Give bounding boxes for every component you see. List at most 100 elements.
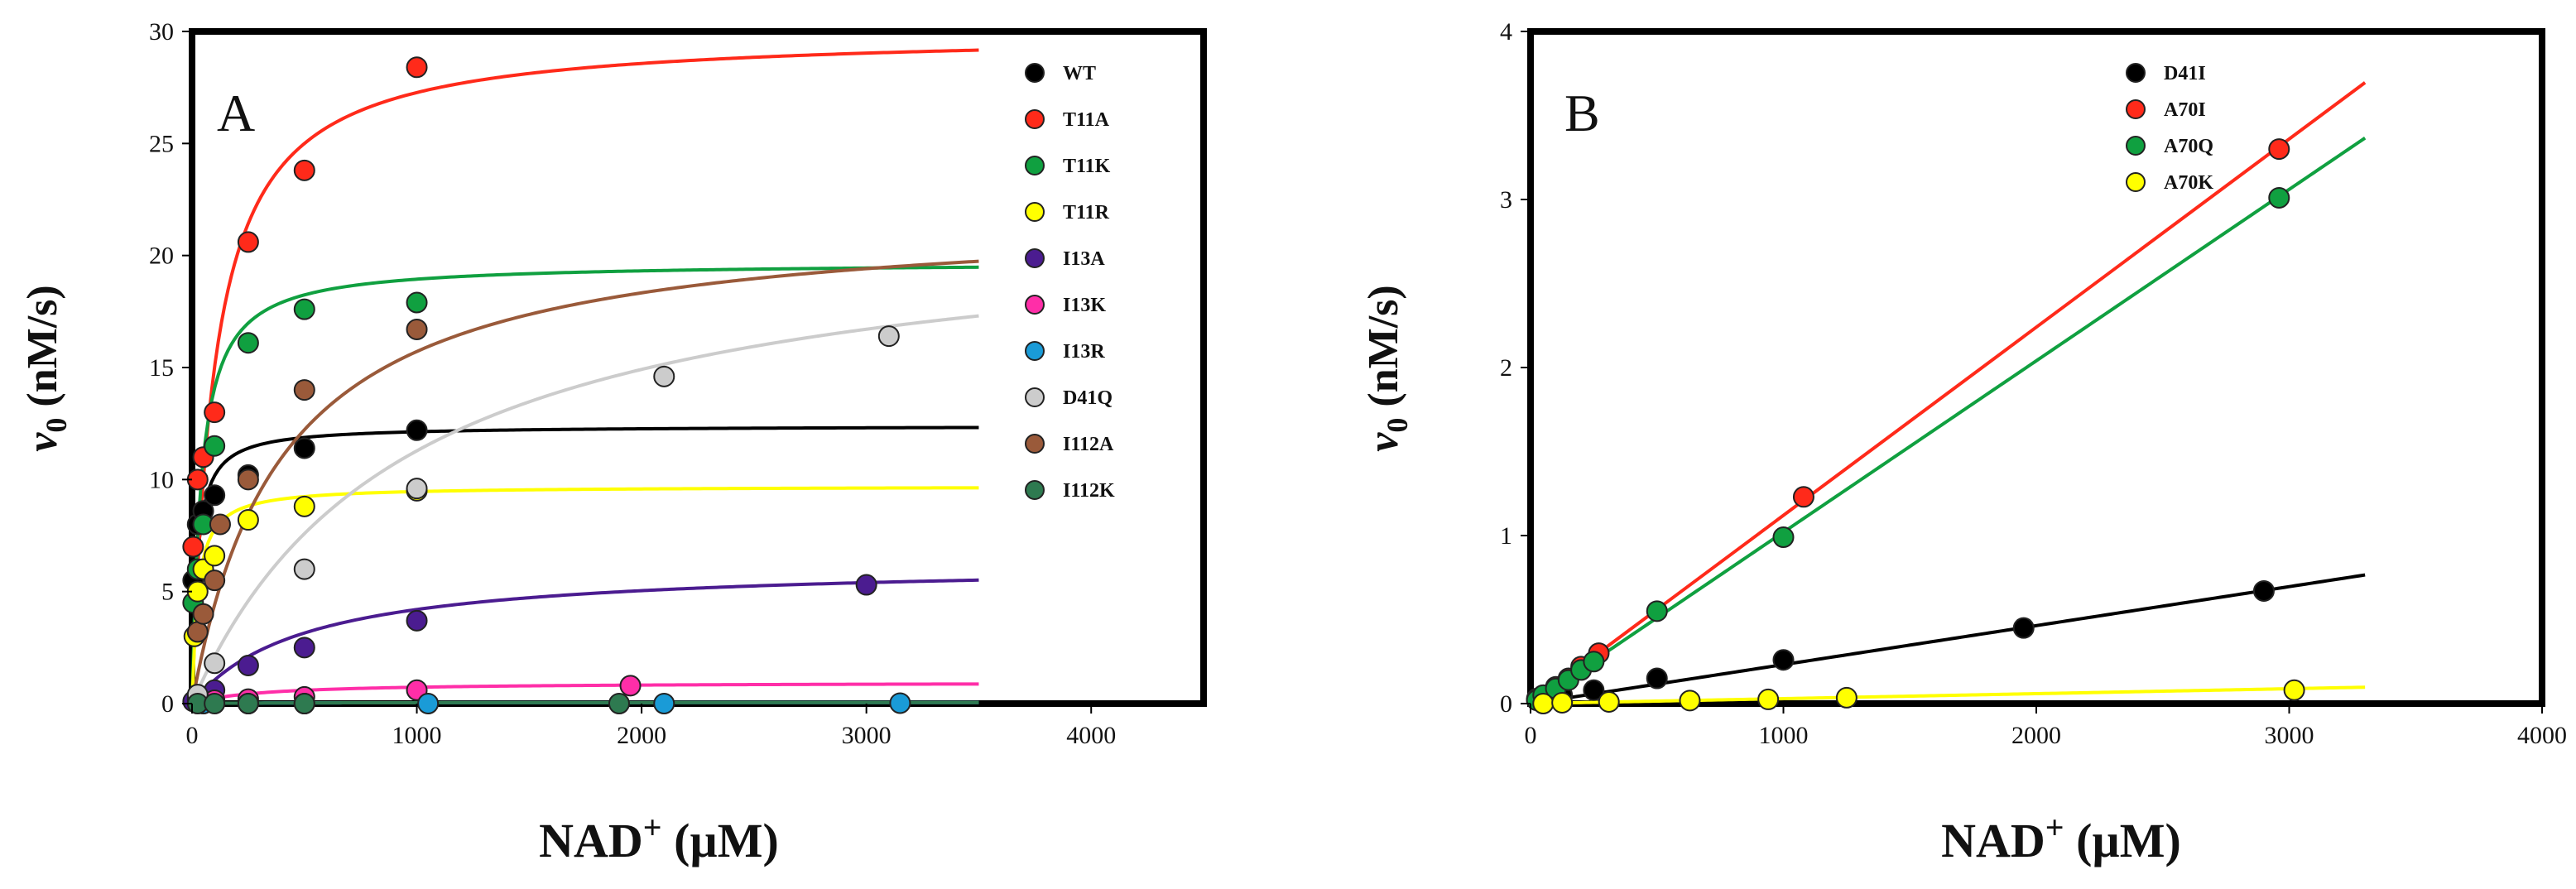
x-tick-label: 2000 [2011,722,2061,749]
legend-label: T11K [1063,156,1111,177]
data-point-a70k [1835,686,1858,709]
data-point-d41q [293,558,315,580]
data-point-i13a [237,654,259,676]
data-point-a70k [1598,690,1620,713]
data-point-a70k [1532,693,1555,714]
data-point-i112k [293,693,315,714]
data-point-a70k [1551,691,1574,714]
legend-marker [1025,202,1045,222]
data-point-a70k [1757,688,1780,710]
data-point-i112a [237,469,259,491]
data-point-i112k [608,693,630,714]
x-tick-label: 4000 [1066,722,1116,749]
legend-label: I112K [1063,480,1115,502]
fit-lines [1529,81,2367,705]
chart-panel-a: 0 1000 2000 3000 4000 0 5 10 15 20 25 30 WT T11A T11K… [19,18,1207,867]
data-point-d41q [653,365,675,387]
data-point-t11k [237,332,259,354]
x-tick-label: 0 [186,722,199,749]
fit-line-a70i [1529,81,2367,705]
data-point-i13k [619,675,642,697]
panel-letter: A [217,84,255,142]
data-point-a70q [2268,186,2290,209]
fit-line-a70q [1529,137,2367,705]
data-point-wt [293,437,315,459]
y-tick-label: 30 [149,18,174,46]
data-point-t11a [406,56,428,79]
data-point-d41q [204,652,226,675]
legend-label: D41I [2164,63,2206,84]
y-tick-label: 4 [1500,18,1512,46]
legend-marker [1025,109,1045,129]
legend-marker [1025,248,1045,268]
data-point-i13r [417,693,440,714]
data-point-i112a [293,379,315,401]
legend-label: T11R [1063,202,1110,223]
fit-line-t11r [190,486,979,704]
legend-marker [2126,136,2146,156]
data-point-d41i [2252,579,2275,602]
legend: WT T11A T11K T11R I13A I13K I13R D41Q I112A I112K [1025,63,1115,502]
data-point-i112a [406,318,428,340]
x-tick-label: 1000 [1759,722,1809,749]
fit-line-i112a [190,259,979,704]
x-axis-label: NAD+ (µM) [539,809,779,867]
legend-label: T11A [1063,109,1110,131]
data-point-t11k [204,435,226,457]
y-tick-label: 20 [149,243,174,270]
data-point-a70q [1646,600,1668,622]
legend-label: D41Q [1063,387,1113,409]
y-tick-label: 3 [1500,186,1512,214]
data-point-t11a [237,231,259,253]
data-point-t11k [406,291,428,314]
data-point-t11r [204,545,226,567]
fit-line-d41i [1530,573,2366,705]
data-point-t11k [293,298,315,320]
legend-marker [2126,172,2146,192]
data-point-t11r [237,509,259,531]
data-point-t11r [293,495,315,517]
fit-line-i13a [190,578,979,705]
legend-marker [1025,156,1045,175]
y-axis-label: v0 (nM/s) [1360,285,1414,451]
data-point-i13a [293,637,315,659]
data-point-i112a [209,513,231,536]
legend-label: WT [1063,63,1096,84]
plot-frame [189,28,1207,707]
x-tick-label: 2000 [617,722,666,749]
legend-marker [1025,387,1045,407]
x-tick-label: 3000 [2265,722,2314,749]
data-point-d41i [2012,617,2035,639]
y-axis-label: v0 (nM/s) [19,285,73,451]
axis-ticks: 0 1000 2000 3000 4000 0 1 2 3 4 [1500,18,2567,749]
legend-marker [1025,295,1045,315]
x-tick-label: 3000 [842,722,892,749]
fit-line-t11k [190,265,979,704]
data-point-i13a [406,609,428,632]
fit-line-i112k [191,700,979,705]
data-point-i112k [204,693,226,714]
legend-label: I13A [1063,248,1105,270]
x-tick-label: 1000 [392,722,442,749]
data-point-t11a [204,401,226,424]
data-point-wt [406,419,428,441]
fit-line-a70k [1530,685,2366,705]
fit-line-wt [190,425,979,704]
data-point-d41i [1583,679,1605,701]
data-point-a70k [1679,690,1701,712]
y-tick-label: 0 [1500,690,1512,718]
fit-line-t11a [190,48,979,704]
data-point-t11a [182,536,204,558]
legend-label: A70I [2164,99,2206,121]
y-tick-label: 15 [149,354,174,382]
legend-label: I13R [1063,341,1105,363]
y-tick-label: 10 [149,466,174,493]
data-point-i13r [889,692,911,714]
fit-curves [190,48,979,705]
x-axis-label: NAD+ (µM) [1941,809,2181,867]
legend-marker [1025,63,1045,83]
legend: D41I A70I A70Q A70K [2126,63,2213,194]
data-points [182,56,911,714]
data-point-i13a [855,574,877,596]
fit-line-i13k [191,682,979,705]
